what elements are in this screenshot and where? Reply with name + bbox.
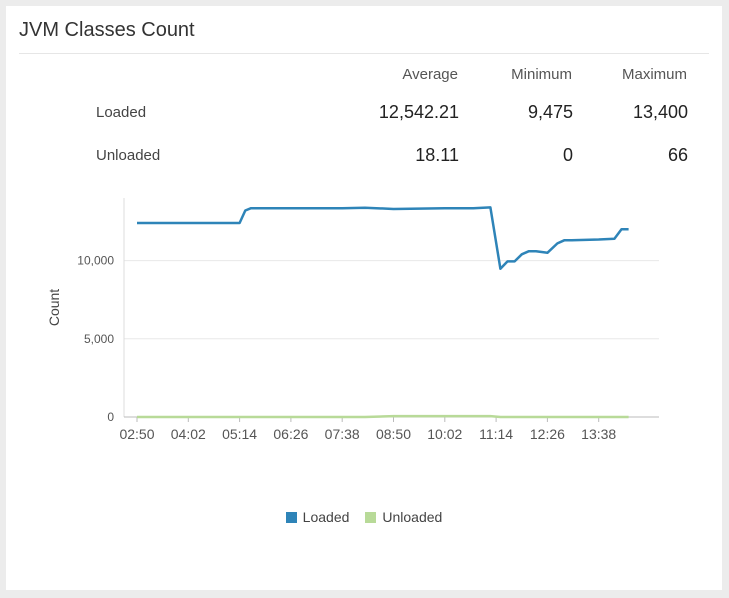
loaded-minimum: 9,475: [527, 102, 573, 122]
x-tick-label: 12:26: [530, 426, 565, 442]
header-minimum: Minimum: [511, 66, 572, 83]
x-tick-label: 06:26: [273, 426, 308, 442]
chart-legend: Loaded Unloaded: [6, 509, 722, 525]
x-tick-label: 05:14: [222, 426, 257, 442]
legend-item-unloaded[interactable]: Unloaded: [365, 509, 442, 525]
row-label-loaded: Loaded: [96, 104, 147, 121]
unloaded-minimum: 0: [562, 145, 573, 165]
row-label-unloaded: Unloaded: [96, 147, 161, 164]
unloaded-average: 18.11: [415, 145, 459, 165]
jvm-classes-panel: JVM Classes Count Average Minimum Maximu…: [6, 6, 722, 590]
line-chart: 0 5,000 10,000 02:50 04:02 05:14 06:26 07:38 08:…: [46, 198, 659, 442]
y-tick-label: 0: [107, 410, 114, 424]
header-average: Average: [402, 66, 458, 83]
legend-label-unloaded: Unloaded: [382, 509, 443, 525]
x-tick-label: 11:14: [479, 426, 513, 442]
x-tick-label: 02:50: [119, 426, 154, 442]
legend-swatch-unloaded: [365, 511, 377, 523]
y-tick-label: 5,000: [84, 332, 114, 346]
legend-label-loaded: Loaded: [302, 509, 350, 525]
x-tick-label: 04:02: [171, 426, 206, 442]
header-maximum: Maximum: [621, 66, 687, 83]
unloaded-maximum: 66: [667, 145, 688, 165]
y-axis-label: Count: [46, 289, 62, 326]
title-divider: [19, 53, 709, 54]
x-tick-label: 10:02: [427, 426, 462, 442]
loaded-average: 12,542.21: [378, 102, 459, 122]
stats-row-unloaded: Unloaded 18.11 0 66: [6, 145, 722, 169]
legend-item-loaded[interactable]: Loaded: [285, 509, 350, 525]
x-tick-label: 13:38: [581, 426, 616, 442]
y-tick-label: 10,000: [77, 254, 114, 268]
series-line-loaded: [137, 206, 629, 271]
loaded-maximum: 13,400: [632, 102, 688, 122]
x-tick-label: 08:50: [376, 426, 411, 442]
stats-row-loaded: Loaded 12,542.21 9,475 13,400: [6, 102, 722, 126]
series-line-unloaded: [137, 414, 629, 419]
stats-header-row: Average Minimum Maximum: [6, 66, 722, 90]
legend-swatch-loaded: [285, 511, 297, 523]
panel-title: JVM Classes Count: [19, 19, 195, 41]
x-tick-label: 07:38: [325, 426, 360, 442]
